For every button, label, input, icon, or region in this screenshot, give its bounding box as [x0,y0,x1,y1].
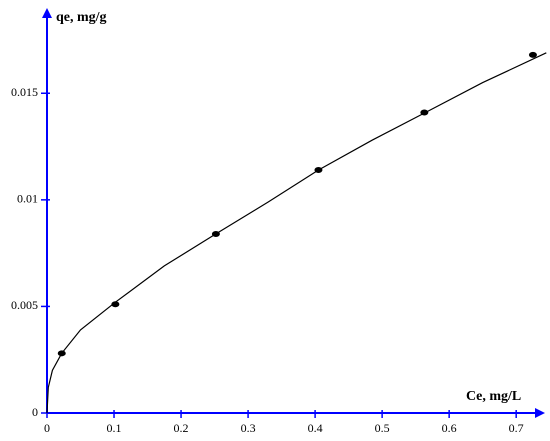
data-point [57,350,66,357]
y-axis-label: qe, mg/g [56,10,107,25]
data-point [111,301,120,308]
x-tick-label: 0.1 [107,421,122,435]
fit-curve [46,52,547,414]
x-tick-label: 0.2 [174,421,189,435]
data-point [528,51,537,58]
x-tick-label: 0 [44,421,50,435]
y-axis-arrow [42,8,52,18]
y-tick-label: 0.015 [11,85,38,99]
x-axis-arrow [535,408,545,418]
x-tick-label: 0.4 [308,421,323,435]
y-tick-label: 0.005 [11,298,38,312]
x-tick-label: 0.5 [375,421,390,435]
x-tick-label: 0.3 [241,421,256,435]
data-point [314,167,323,173]
x-tick-label: 0.7 [509,421,524,435]
y-tick-label: 0 [32,405,38,419]
y-tick-label: 0.01 [17,192,38,206]
data-point [420,109,429,116]
x-tick-label: 0.6 [442,421,457,435]
data-point [211,230,220,237]
x-axis-label: Ce, mg/L [466,389,521,404]
